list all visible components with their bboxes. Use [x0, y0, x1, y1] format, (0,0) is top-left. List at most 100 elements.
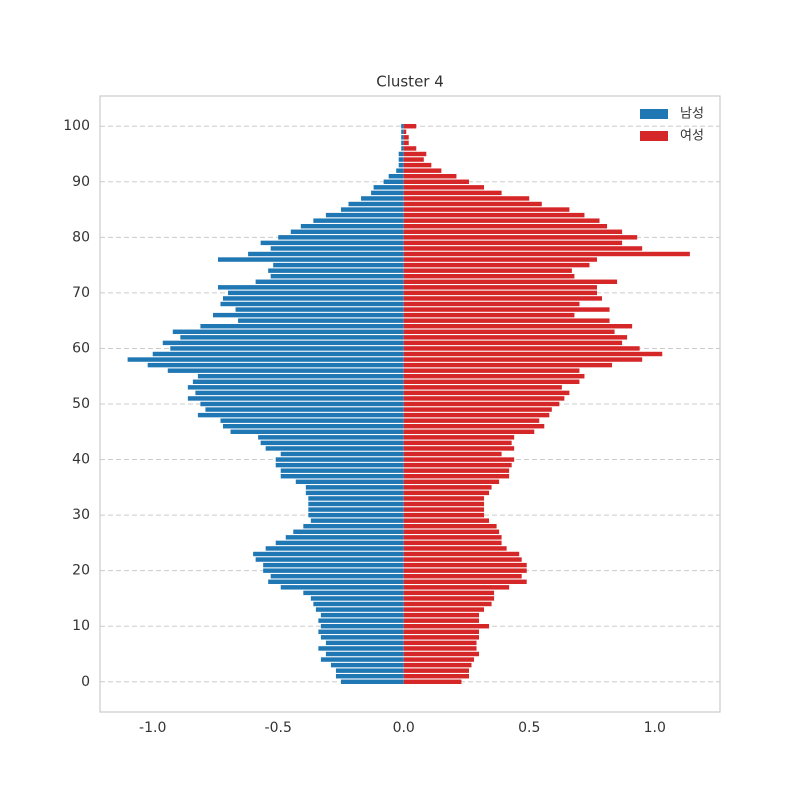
bar [403, 668, 469, 673]
bar [403, 196, 530, 201]
bar [263, 562, 404, 568]
bar [230, 429, 404, 434]
bar [308, 507, 404, 512]
bar [403, 301, 580, 307]
legend-swatch [640, 131, 668, 141]
bar [403, 529, 500, 534]
bar [320, 612, 404, 618]
bar [403, 151, 427, 157]
bar [403, 324, 633, 329]
bar [401, 140, 404, 146]
bar [280, 468, 404, 473]
bar [403, 674, 469, 679]
bar [403, 424, 545, 429]
bar [127, 357, 404, 362]
bar [403, 612, 480, 618]
bar [170, 346, 404, 351]
bar [403, 235, 638, 240]
bar [403, 662, 472, 668]
bar [255, 557, 404, 562]
bar [403, 557, 522, 562]
bar [167, 368, 404, 373]
bar [403, 179, 469, 184]
bar [308, 496, 404, 501]
bar [403, 540, 502, 546]
y-tick-label: 60 [72, 340, 90, 356]
bar [403, 240, 623, 246]
bar [315, 607, 404, 612]
bar [403, 468, 510, 473]
bar [303, 590, 404, 596]
bar [401, 146, 404, 151]
bar [205, 407, 404, 412]
bar [255, 279, 404, 284]
bar [192, 379, 404, 384]
bar [403, 312, 575, 318]
bar [383, 179, 404, 184]
y-tick-label: 30 [72, 507, 90, 523]
bar [403, 129, 407, 134]
bar [388, 174, 404, 179]
bar [403, 512, 485, 518]
bar [403, 390, 570, 396]
bar [335, 668, 404, 673]
bar [403, 507, 485, 512]
bar [310, 596, 404, 601]
bar [403, 451, 502, 457]
bar [403, 157, 424, 162]
chart-title: Cluster 4 [376, 73, 444, 91]
bar [403, 224, 608, 229]
bar [270, 274, 404, 279]
bar [403, 490, 490, 496]
bar [197, 374, 404, 379]
bar [403, 385, 562, 390]
bar [403, 396, 565, 401]
bar [212, 312, 404, 318]
bar [403, 579, 527, 584]
bar [403, 201, 542, 207]
bar [187, 396, 404, 401]
bar [265, 546, 404, 551]
bar [265, 446, 404, 451]
y-tick-label: 90 [72, 174, 90, 190]
bar [275, 540, 404, 546]
bar [172, 329, 404, 334]
bar [403, 307, 610, 312]
bar [403, 162, 432, 168]
bar [403, 435, 515, 440]
bar [403, 574, 522, 579]
bar [403, 346, 640, 351]
bar [403, 651, 480, 657]
bar [325, 651, 404, 657]
bar [403, 501, 485, 507]
bar [403, 624, 490, 629]
bar [403, 418, 540, 423]
bar [248, 251, 404, 257]
bar [401, 129, 404, 134]
bar [268, 268, 404, 273]
bar [200, 324, 404, 329]
bar [217, 285, 404, 290]
bar [403, 485, 492, 490]
bar [258, 435, 404, 440]
bar [303, 524, 404, 529]
bar [162, 340, 404, 346]
bar [398, 157, 404, 162]
bar [280, 451, 404, 457]
bar [403, 618, 480, 623]
bar [403, 546, 507, 551]
bar [280, 585, 404, 590]
bar [320, 624, 404, 629]
bar [403, 146, 417, 151]
legend-swatch [640, 109, 668, 119]
y-tick-label: 40 [72, 452, 90, 468]
bar [373, 185, 404, 190]
bar [403, 457, 515, 462]
bar [318, 629, 404, 634]
x-tick-label: 1.0 [644, 720, 666, 736]
bar [403, 379, 580, 384]
bar [275, 462, 404, 468]
bar [403, 635, 480, 640]
bar [290, 229, 404, 234]
